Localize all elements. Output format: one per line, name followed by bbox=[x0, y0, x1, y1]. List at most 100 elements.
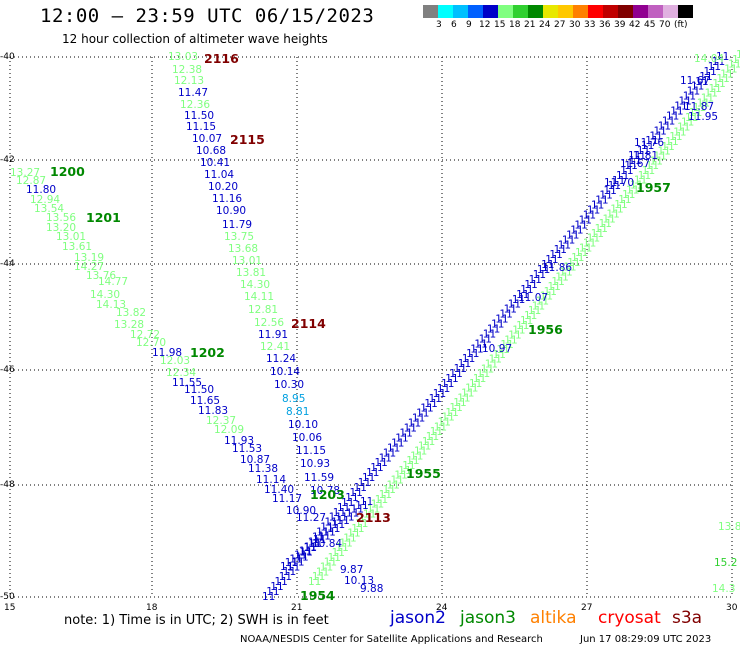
observation-label: 11.14 bbox=[256, 474, 286, 486]
note-text: note: 1) Time is in UTC; 2) SWH is in fe… bbox=[64, 613, 329, 628]
track-mark: 11 bbox=[430, 426, 443, 438]
track-mark: 11 bbox=[300, 546, 313, 558]
track-mark: 11 bbox=[579, 242, 592, 254]
observation-label: 11.50 bbox=[184, 110, 214, 122]
track-mark: 11 bbox=[316, 527, 329, 539]
track-mark: 11 bbox=[473, 373, 486, 385]
legend-label: 21 bbox=[524, 20, 536, 30]
track-mark: 11 bbox=[724, 64, 737, 76]
track-mark: 11 bbox=[626, 184, 639, 196]
track-mark: 11 bbox=[504, 334, 517, 346]
track-mark: 11 bbox=[512, 325, 525, 337]
observation-label: 11.15 bbox=[296, 445, 326, 457]
observation-label: 11.86 bbox=[542, 262, 572, 274]
observation-label: 10.97 bbox=[482, 343, 512, 355]
track-mark: 11 bbox=[489, 354, 502, 366]
time-label: 2113 bbox=[356, 510, 391, 525]
observation-label: 13.56 bbox=[46, 212, 76, 224]
track-mark: 11 bbox=[363, 508, 376, 520]
track-mark: 11 bbox=[599, 218, 612, 230]
track-mark: 11 bbox=[701, 93, 714, 105]
track-mark: 11 bbox=[341, 497, 354, 509]
track-mark: 11 bbox=[333, 507, 346, 519]
observation-label: 11.76 bbox=[634, 137, 664, 149]
observation-label: 10.06 bbox=[292, 432, 322, 444]
track-mark: 11 bbox=[454, 363, 467, 375]
track-mark: 11 bbox=[289, 553, 302, 565]
observation-label: 13.54 bbox=[34, 203, 64, 215]
track-mark: 11 bbox=[595, 223, 608, 235]
track-mark: 11 bbox=[449, 402, 462, 414]
observation-label: 13.27 bbox=[10, 167, 40, 179]
map-title: 12:00 – 23:59 UTC 06/15/2023 bbox=[40, 5, 375, 27]
observation-label: 13.28 bbox=[114, 319, 144, 331]
track-mark: 11 bbox=[616, 170, 629, 182]
track-mark: 11 bbox=[689, 107, 702, 119]
legend-label: 70 bbox=[659, 20, 671, 30]
track-mark: 11 bbox=[337, 515, 350, 527]
observation-label: 11.79 bbox=[222, 219, 252, 231]
legend-label: 45 bbox=[644, 20, 656, 30]
track-mark: 11 bbox=[583, 210, 596, 222]
observation-label: 11.24 bbox=[266, 353, 296, 365]
track-mark: 11 bbox=[537, 264, 550, 276]
observation-label: 11.91 bbox=[258, 329, 288, 341]
track-mark: 11 bbox=[504, 304, 517, 316]
track-mark: 11 bbox=[540, 291, 553, 303]
legend-swatch bbox=[468, 5, 483, 18]
legend-swatch bbox=[588, 5, 603, 18]
track-mark: 11 bbox=[332, 547, 345, 559]
track-mark: 11 bbox=[591, 200, 604, 212]
track-mark: 11 bbox=[567, 257, 580, 269]
track-mark: 11 bbox=[437, 383, 450, 395]
legend-swatch bbox=[438, 5, 453, 18]
track-mark: 11 bbox=[520, 284, 533, 296]
observation-label: 11.04 bbox=[204, 169, 234, 181]
satellite-label-altika: altika bbox=[530, 608, 577, 628]
observation-label: 14.77 bbox=[98, 276, 128, 288]
track-mark: 11 bbox=[679, 96, 692, 108]
track-mark: 11 bbox=[677, 122, 690, 134]
track-mark: 11 bbox=[716, 51, 729, 63]
y-tick-label: -40 bbox=[0, 52, 15, 62]
time-label: 1956 bbox=[528, 322, 563, 337]
track-mark: 11 bbox=[279, 571, 292, 583]
track-mark: 11 bbox=[483, 328, 496, 340]
track-mark: 11 bbox=[399, 428, 412, 440]
track-mark: 11 bbox=[285, 557, 298, 569]
track-mark: 11 bbox=[391, 475, 404, 487]
track-mark: 11 bbox=[683, 91, 696, 103]
track-mark: 11 bbox=[685, 112, 698, 124]
track-mark: 11 bbox=[339, 537, 352, 549]
observation-label: 11.55 bbox=[172, 377, 202, 389]
legend-swatch bbox=[663, 5, 678, 18]
track-mark: 11 bbox=[495, 314, 508, 326]
track-mark: 11 bbox=[375, 457, 388, 469]
track-mark: 11 bbox=[720, 68, 733, 80]
map-subtitle: 12 hour collection of altimeter wave hei… bbox=[62, 32, 328, 46]
track-mark: 11 bbox=[341, 511, 354, 523]
track-mark: 11 bbox=[487, 324, 500, 336]
observation-label: 10.68 bbox=[196, 145, 226, 157]
track-mark: 11 bbox=[661, 141, 674, 153]
track-mark: 11 bbox=[280, 561, 293, 573]
track-mark: 11 bbox=[541, 259, 554, 271]
observation-label: 12.41 bbox=[260, 341, 290, 353]
observation-label: 10.13 bbox=[344, 575, 374, 587]
track-mark: 11 bbox=[736, 49, 740, 61]
observation-label: 12.13 bbox=[174, 75, 204, 87]
track-mark: 11 bbox=[608, 180, 621, 192]
observation-label: 12.70 bbox=[136, 337, 166, 349]
track-mark: 11 bbox=[558, 239, 571, 251]
track-mark: 11 bbox=[658, 146, 671, 158]
track-mark: 11 bbox=[493, 349, 506, 361]
legend-unit: (ft) bbox=[674, 20, 688, 30]
track-mark: 11 bbox=[699, 71, 712, 83]
observation-label: 11.53 bbox=[232, 443, 262, 455]
track-mark: 11 bbox=[566, 229, 579, 241]
track-mark: 11 bbox=[479, 333, 492, 345]
observation-label: 12.38 bbox=[172, 64, 202, 76]
track-mark: 11 bbox=[666, 110, 679, 122]
track-mark: 11 bbox=[387, 479, 400, 491]
track-mark: 11 bbox=[587, 205, 600, 217]
